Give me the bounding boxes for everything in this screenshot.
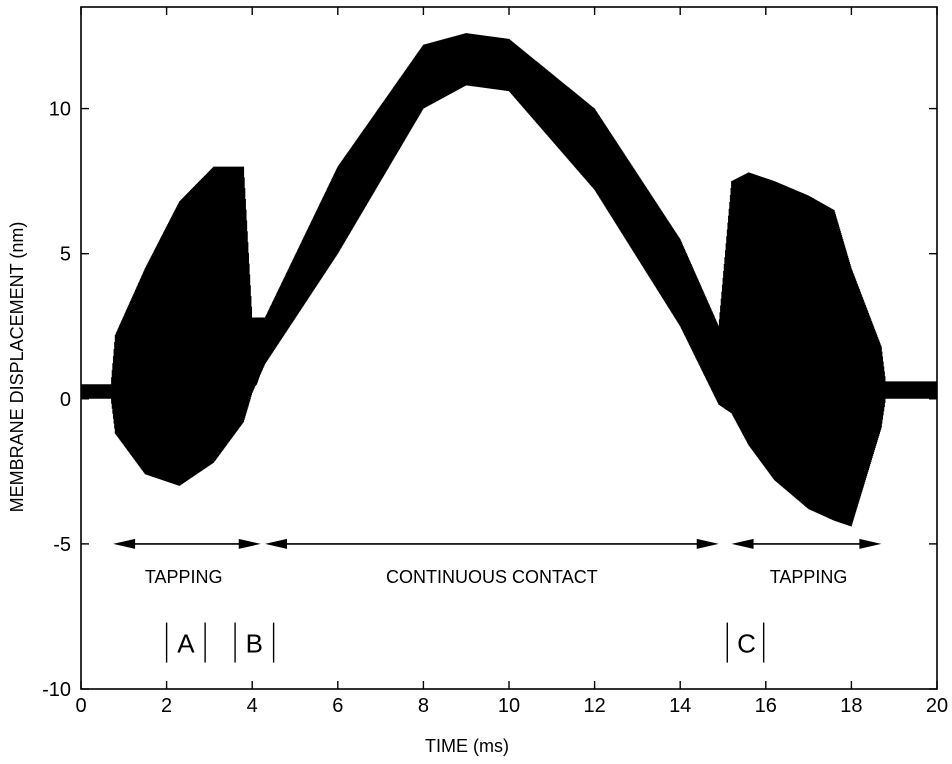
x-tick-label: 14 [669, 695, 691, 717]
y-tick-label: 5 [60, 244, 71, 266]
marker-b: B [234, 622, 275, 663]
arrowhead-right [859, 538, 882, 549]
baseline-band [77, 50, 941, 399]
x-tick-label: 0 [75, 695, 86, 717]
y-axis-label: MEMBRANE DISPLACEMENT (nm) [7, 222, 27, 513]
annotations: TAPPING CONTINUOUS CONTACT TAPPING A B C [113, 538, 882, 663]
y-tick-label: 0 [60, 389, 71, 411]
range-label: TAPPING [770, 567, 848, 587]
x-axis-label: TIME (ms) [425, 736, 509, 756]
displacement-trace [77, 33, 941, 527]
x-tick-label: 4 [247, 695, 258, 717]
x-tick-label: 20 [926, 695, 948, 717]
x-tick-label: 12 [583, 695, 605, 717]
arrowhead-left [113, 538, 136, 549]
range-annotation-1: CONTINUOUS CONTACT [265, 538, 719, 587]
x-tick-label: 6 [332, 695, 343, 717]
arrowhead-left [265, 538, 288, 549]
arrowhead-right [696, 538, 719, 549]
x-tick-label: 10 [498, 695, 520, 717]
x-tick-label: 8 [418, 695, 429, 717]
range-label: CONTINUOUS CONTACT [386, 567, 598, 587]
y-tick-label: -10 [42, 679, 71, 701]
marker-label: A [177, 629, 195, 659]
arrowhead-left [731, 538, 754, 549]
marker-a: A [165, 622, 206, 663]
range-label: TAPPING [145, 567, 223, 587]
oscillation-envelope [80, 33, 938, 527]
range-annotation-2: TAPPING [731, 538, 882, 587]
x-tick-label: 18 [840, 695, 862, 717]
series-0 [77, 33, 941, 527]
y-tick-label: -5 [53, 534, 71, 556]
y-tick-label: 10 [49, 99, 71, 121]
x-tick-label: 2 [161, 695, 172, 717]
axes: 0 2 4 6 8 10 12 14 16 18 20 -10 -5 0 5 10 [42, 6, 948, 717]
range-annotation-0: TAPPING [113, 538, 261, 587]
marker-c: C [726, 622, 765, 663]
x-tick-label: 16 [755, 695, 777, 717]
arrowhead-right [238, 538, 261, 549]
marker-label: B [246, 629, 263, 659]
marker-label: C [737, 629, 756, 659]
